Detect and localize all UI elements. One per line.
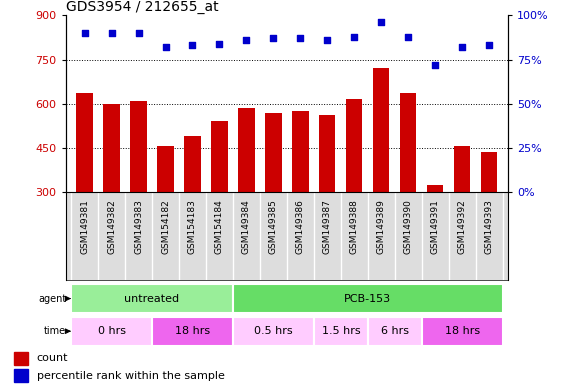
Text: 18 hrs: 18 hrs	[445, 326, 480, 336]
Bar	[158, 146, 174, 280]
Point	[458, 44, 467, 50]
Bar	[454, 146, 471, 280]
Point	[377, 19, 386, 25]
Text: count: count	[37, 353, 69, 363]
Bar	[14, 352, 29, 365]
Point	[188, 42, 197, 48]
Bar	[481, 152, 497, 280]
Point	[215, 41, 224, 47]
Point	[161, 44, 170, 50]
Bar	[71, 317, 152, 346]
Text: GSM149385: GSM149385	[269, 199, 278, 254]
Text: GSM154184: GSM154184	[215, 199, 224, 254]
Text: GSM149382: GSM149382	[107, 199, 116, 254]
Bar	[427, 185, 444, 280]
Point	[80, 30, 89, 36]
Text: untreated: untreated	[124, 293, 179, 304]
Point	[350, 33, 359, 40]
Bar	[71, 284, 233, 313]
Text: GSM149381: GSM149381	[80, 199, 89, 254]
Bar	[266, 113, 282, 280]
Text: 0 hrs: 0 hrs	[98, 326, 126, 336]
Text: GSM149386: GSM149386	[296, 199, 305, 254]
Bar	[319, 116, 336, 280]
Text: GSM149393: GSM149393	[485, 199, 494, 254]
Text: PCB-153: PCB-153	[344, 293, 392, 304]
Bar	[422, 317, 503, 346]
Bar	[238, 108, 255, 280]
Text: GSM154182: GSM154182	[161, 199, 170, 254]
Bar	[314, 317, 368, 346]
Bar	[77, 93, 93, 280]
Text: GSM154183: GSM154183	[188, 199, 197, 254]
Text: agent: agent	[38, 293, 66, 304]
Text: GDS3954 / 212655_at: GDS3954 / 212655_at	[66, 0, 218, 14]
Point	[269, 35, 278, 41]
Point	[323, 37, 332, 43]
Bar	[14, 369, 29, 382]
Bar	[292, 111, 308, 280]
Text: 0.5 hrs: 0.5 hrs	[254, 326, 293, 336]
Bar	[346, 99, 363, 280]
Bar	[233, 317, 314, 346]
Text: GSM149389: GSM149389	[377, 199, 386, 254]
Text: GSM149387: GSM149387	[323, 199, 332, 254]
Bar	[130, 101, 147, 280]
Bar	[400, 93, 416, 280]
Text: GSM149392: GSM149392	[458, 199, 467, 254]
Bar	[184, 136, 200, 280]
Text: GSM149391: GSM149391	[431, 199, 440, 254]
Point	[242, 37, 251, 43]
Bar	[373, 68, 389, 280]
Point	[296, 35, 305, 41]
Point	[107, 30, 116, 36]
Text: GSM149384: GSM149384	[242, 199, 251, 254]
Bar	[152, 317, 233, 346]
Point	[134, 30, 143, 36]
Text: time: time	[44, 326, 66, 336]
Point	[404, 33, 413, 40]
Text: 18 hrs: 18 hrs	[175, 326, 210, 336]
Bar	[103, 104, 120, 280]
Text: 6 hrs: 6 hrs	[381, 326, 409, 336]
Point	[431, 62, 440, 68]
Text: 1.5 hrs: 1.5 hrs	[321, 326, 360, 336]
Text: percentile rank within the sample: percentile rank within the sample	[37, 371, 224, 381]
Point	[485, 42, 494, 48]
Bar	[233, 284, 503, 313]
Text: GSM149388: GSM149388	[350, 199, 359, 254]
Bar	[211, 121, 228, 280]
Text: GSM149390: GSM149390	[404, 199, 413, 254]
Text: GSM149383: GSM149383	[134, 199, 143, 254]
Bar	[368, 317, 422, 346]
